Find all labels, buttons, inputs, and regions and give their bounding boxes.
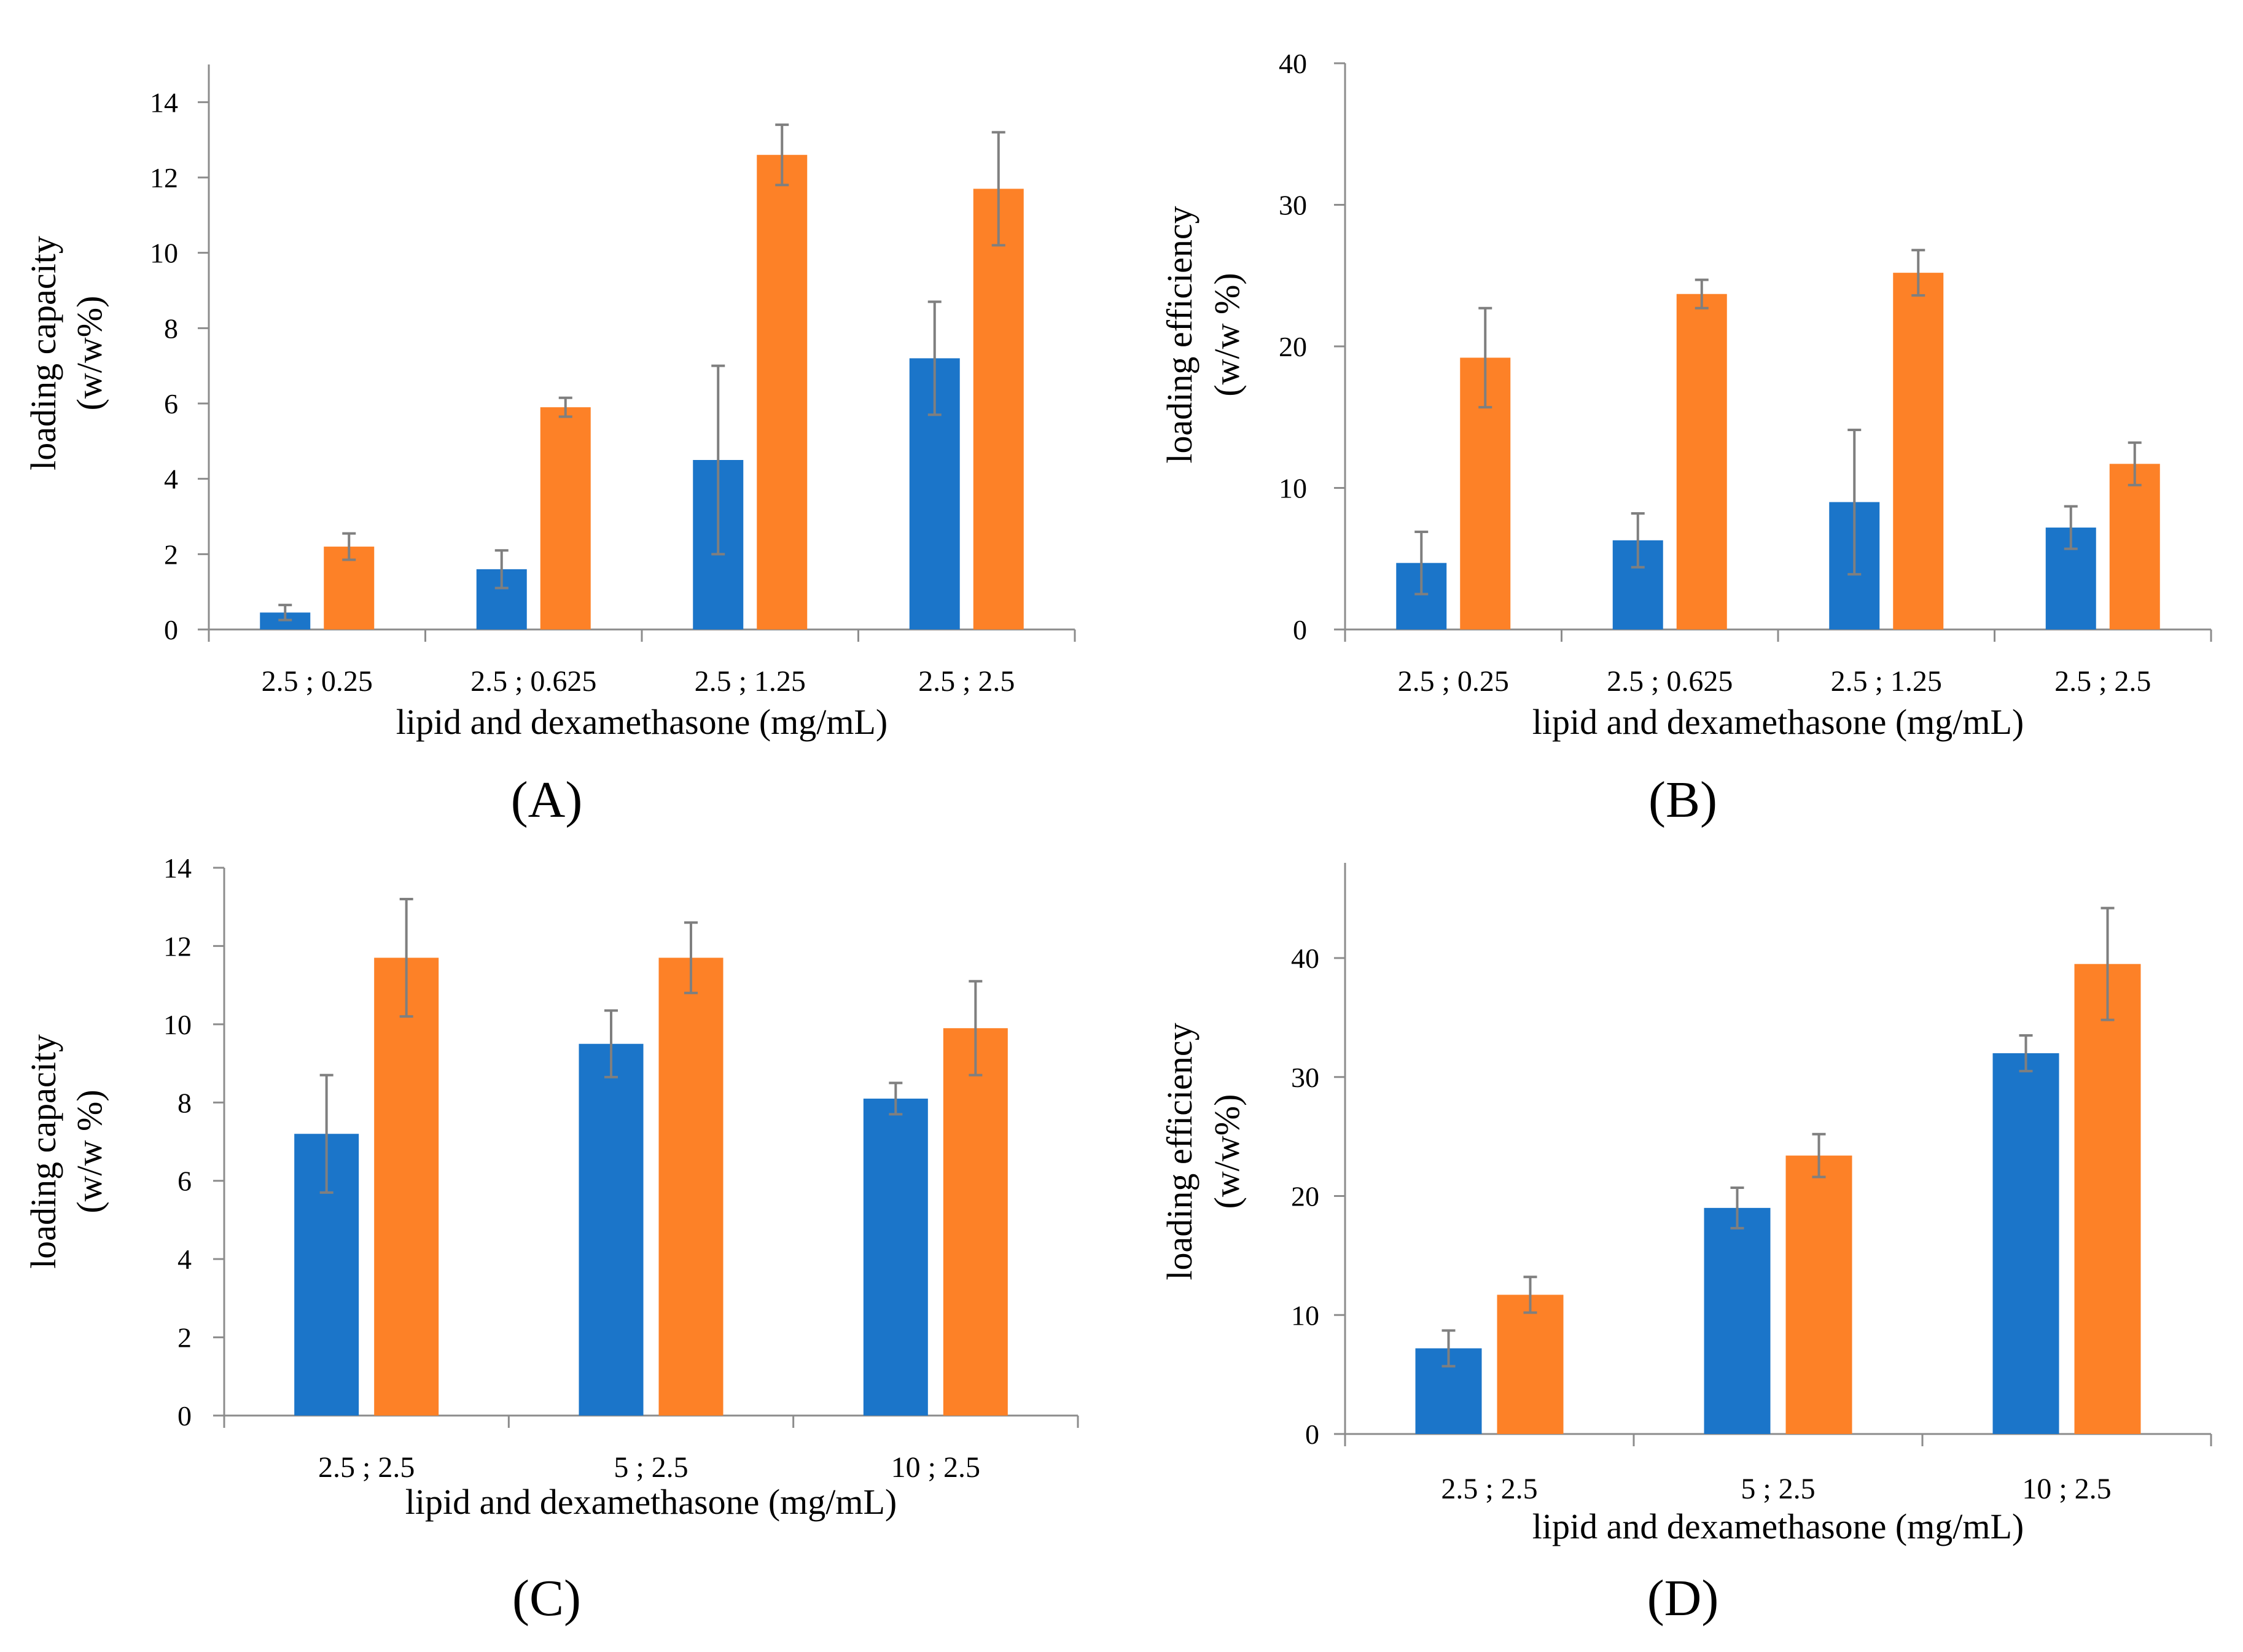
y-tick-label: 0 <box>1293 614 1307 645</box>
y-tick-label: 0 <box>177 1400 192 1432</box>
chart-panel: 0 10 20 30 40 2.5 ; 0.25 2.5 ; 0.625 2.5 ; 1.25… <box>1160 48 2212 828</box>
y-tick-label: 8 <box>164 313 178 344</box>
y-axis-title-line-1: loading capacity <box>23 236 63 470</box>
x-tick-label: 5 ; 2.5 <box>614 1451 688 1484</box>
y-tick-label: 10 <box>1291 1299 1319 1331</box>
y-tick-label: 14 <box>163 852 192 884</box>
y-tick-label: 12 <box>163 930 192 962</box>
y-tick-label: 4 <box>177 1244 192 1275</box>
y-axis-title-line-1: loading efficiency <box>1160 206 1200 463</box>
x-axis-title: lipid and dexamethasone (mg/mL) <box>405 1482 897 1522</box>
panel-label: (C) <box>512 1570 581 1627</box>
chart-panel: 0 2 4 6 8 10 12 14 2.5 ; 2.5 5 ; 2.5 10 ; 2.5lipid… <box>23 852 1079 1627</box>
x-tick-label: 5 ; 2.5 <box>1741 1473 1815 1505</box>
bar-series-2 <box>757 155 808 629</box>
y-axis-title-line-1: loading efficiency <box>1160 1023 1200 1280</box>
y-tick-label: 30 <box>1291 1062 1319 1093</box>
bar-series-1 <box>579 1043 644 1416</box>
bar-series-2 <box>374 957 439 1416</box>
bar-series-2 <box>2109 464 2160 629</box>
y-tick-label: 4 <box>164 464 178 495</box>
y-axis-title-line-2: (w/w%) <box>1207 1094 1247 1209</box>
x-tick-label: 2.5 ; 1.25 <box>695 665 806 698</box>
panel-label: (D) <box>1647 1570 1719 1627</box>
x-tick-label: 10 ; 2.5 <box>2022 1473 2111 1505</box>
x-axis-title: lipid and dexamethasone (mg/mL) <box>1532 1506 2024 1546</box>
y-tick-label: 8 <box>177 1087 192 1118</box>
y-tick-label: 10 <box>1279 473 1307 504</box>
y-tick-label: 2 <box>164 539 178 570</box>
x-tick-label: 10 ; 2.5 <box>891 1451 980 1484</box>
y-tick-label: 20 <box>1291 1181 1319 1212</box>
x-tick-label: 2.5 ; 0.625 <box>1607 665 1733 698</box>
x-tick-label: 2.5 ; 0.25 <box>262 665 373 698</box>
y-tick-label: 0 <box>1305 1419 1319 1450</box>
y-tick-label: 0 <box>164 614 178 645</box>
x-tick-label: 2.5 ; 2.5 <box>918 665 1015 698</box>
y-tick-label: 40 <box>1279 48 1307 79</box>
bar-series-2 <box>943 1028 1008 1416</box>
y-tick-label: 6 <box>177 1166 192 1197</box>
x-tick-label: 2.5 ; 0.25 <box>1398 665 1509 698</box>
x-tick-label: 2.5 ; 2.5 <box>1441 1473 1537 1505</box>
bar-series-2 <box>540 407 591 629</box>
y-tick-label: 2 <box>177 1322 192 1354</box>
y-tick-label: 10 <box>163 1009 192 1040</box>
y-tick-label: 10 <box>150 238 178 269</box>
bar-series-2 <box>1785 1155 1852 1434</box>
y-axis-title-line-2: (w/w %) <box>69 1089 109 1213</box>
y-axis-title-line-2: (w/w%) <box>69 296 109 411</box>
chart-panels: 0 2 4 6 8 10 12 14 2.5 ; 0.25 2.5 ; 0.625 2.5 ; 1.… <box>23 48 2212 1627</box>
panel-label: (A) <box>511 771 583 828</box>
x-tick-label: 2.5 ; 2.5 <box>2054 665 2151 698</box>
panel-label: (B) <box>1648 771 1717 828</box>
x-axis-title: lipid and dexamethasone (mg/mL) <box>396 702 888 742</box>
y-tick-label: 20 <box>1279 331 1307 362</box>
y-tick-label: 40 <box>1291 943 1319 974</box>
x-tick-label: 2.5 ; 2.5 <box>318 1451 415 1484</box>
chart-panel: 0 2 4 6 8 10 12 14 2.5 ; 0.25 2.5 ; 0.625 2.5 ; 1.… <box>23 64 1076 828</box>
y-tick-label: 30 <box>1279 190 1307 221</box>
bar-series-1 <box>1704 1207 1771 1434</box>
x-tick-label: 2.5 ; 0.625 <box>470 665 596 698</box>
y-tick-label: 6 <box>164 388 178 419</box>
y-axis-title-line-1: loading capacity <box>23 1034 63 1269</box>
x-tick-label: 2.5 ; 1.25 <box>1831 665 1942 698</box>
bar-series-2 <box>2074 964 2141 1434</box>
bar-series-2 <box>1676 294 1727 630</box>
y-tick-label: 14 <box>150 87 178 118</box>
bar-series-1 <box>1992 1053 2059 1434</box>
bar-series-2 <box>973 189 1024 629</box>
bar-series-2 <box>1497 1295 1564 1434</box>
y-axis-title-line-2: (w/w %) <box>1207 273 1247 396</box>
y-tick-label: 12 <box>150 162 178 193</box>
bar-series-1 <box>863 1098 928 1416</box>
bar-series-2 <box>658 957 724 1416</box>
x-axis-title: lipid and dexamethasone (mg/mL) <box>1532 702 2024 742</box>
bar-series-2 <box>1893 273 1944 629</box>
